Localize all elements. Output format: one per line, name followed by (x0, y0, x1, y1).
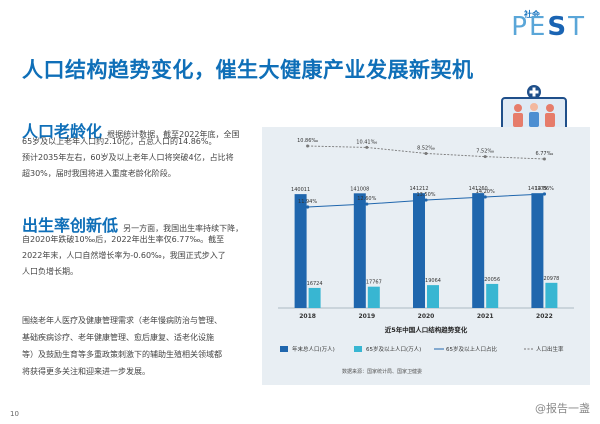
label-65-plus-share: 13.50% (416, 192, 435, 198)
bar-65-plus-population (545, 282, 558, 308)
aging-line: 预计2035年左右，60岁及以上老年人口将突破4亿，占比将 (22, 153, 234, 162)
chart-source: 数据来源：国家统计局、国家卫健委 (342, 368, 422, 375)
label-birth-rate: 10.41‰ (356, 139, 377, 145)
logo-small-text: 社会 (524, 10, 540, 19)
x-tick-label: 2019 (358, 313, 375, 320)
bar-label-total: 141008 (350, 186, 369, 192)
bar-label-65-plus: 17767 (366, 280, 382, 286)
bar-label-65-plus: 16724 (307, 281, 323, 287)
outlook-line: 等）及鼓励生育等多重政策刺激下的辅助生殖相关领域都 (22, 350, 222, 359)
bar-total-population (531, 193, 544, 308)
birth-heading-row: 出生率创新低 另一方面，我国出生率持续下降， (22, 212, 243, 236)
aging-lead: 根据统计数据，截至2022年底，全国 (107, 130, 240, 139)
legend-label: 年末总人口(万人) (292, 345, 335, 353)
watermark: @报告一盏 (535, 402, 590, 415)
legend-label: 人口出生率 (536, 345, 564, 353)
label-65-plus-share: 12.60% (357, 196, 376, 202)
point-birth-rate (306, 144, 310, 148)
outlook-line: 将获得更多关注和迎来进一步发展。 (22, 367, 150, 376)
bar-65-plus-population (427, 285, 439, 308)
bar-label-65-plus: 19064 (425, 278, 441, 284)
aging-line: 超30%，届时我国将进入重度老龄化阶段。 (22, 169, 176, 178)
bar-65-plus-population (367, 286, 380, 308)
logo-suffix: T (568, 12, 586, 42)
aging-paragraph: 65岁及以上老年人口约2.10亿，占总人口的14.86%。 预计2035年左右，… (22, 134, 234, 182)
bar-total-population (353, 193, 366, 308)
population-trend-chart: 140011 16724 2018 141008 17767 2019 141212 1906… (278, 138, 574, 375)
page-number: 10 (10, 410, 19, 418)
legend-swatch-bar (280, 346, 288, 352)
pest-logo: PEST (511, 12, 586, 42)
logo-prefix: PE (511, 12, 548, 42)
label-65-plus-share: 14.86% (535, 186, 554, 192)
x-tick-label: 2020 (418, 313, 435, 320)
label-birth-rate: 10.86‰ (297, 138, 318, 144)
point-65-plus-share (483, 195, 487, 199)
bar-total-population (294, 194, 307, 308)
line-birth-rate (307, 145, 545, 160)
chart-title: 近5年中国人口结构趋势变化 (385, 325, 468, 334)
legend-label: 65岁及以上人口(万人) (366, 345, 421, 353)
bar-label-65-plus: 20056 (484, 277, 500, 283)
point-birth-rate (483, 155, 487, 159)
bar-label-total: 141212 (409, 186, 428, 192)
bar-total-population (472, 193, 485, 308)
bar-label-total: 141260 (469, 186, 488, 192)
bar-65-plus-population (486, 283, 499, 308)
point-65-plus-share (424, 198, 428, 202)
birth-line: 自2020年跌破10‰后，2022年出生率仅6.77‰。截至 (22, 235, 225, 244)
logo-s: S (547, 12, 569, 42)
bar-label-total: 140011 (291, 187, 310, 193)
outlook-line: 围绕老年人医疗及健康管理需求（老年慢病防治与管理、 (22, 316, 222, 325)
legend-swatch-bar (354, 346, 362, 352)
birth-line: 2022年末，人口自然增长率为-0.60‰，我国正式步入了 (22, 251, 226, 260)
birth-line: 人口负增长期。 (22, 267, 78, 276)
point-65-plus-share (542, 192, 546, 196)
birth-lead: 另一方面，我国出生率持续下降， (123, 224, 244, 233)
birth-paragraph: 自2020年跌破10‰后，2022年出生率仅6.77‰。截至 2022年末，人口… (22, 232, 226, 280)
bar-label-total: 141175 (528, 186, 547, 192)
point-65-plus-share (306, 205, 310, 209)
point-65-plus-share (365, 202, 369, 206)
label-65-plus-share: 14.20% (476, 189, 495, 195)
label-65-plus-share: 11.94% (298, 199, 317, 205)
label-birth-rate: 7.52‰ (476, 149, 494, 155)
birth-heading: 出生率创新低 (22, 216, 119, 235)
aging-heading-row: 人口老龄化 根据统计数据，截至2022年底，全国 (22, 118, 239, 142)
bar-total-population (413, 193, 425, 308)
x-tick-label: 2022 (536, 313, 553, 320)
legend-label: 65岁及以上人口占比 (446, 345, 497, 353)
page-title: 人口结构趋势变化，催生大健康产业发展新契机 (22, 58, 474, 82)
bar-label-65-plus: 20978 (543, 276, 559, 282)
point-birth-rate (424, 151, 428, 155)
label-birth-rate: 8.52‰ (417, 145, 435, 151)
outlook-paragraph: 围绕老年人医疗及健康管理需求（老年慢病防治与管理、 基础疾病诊疗、老年健康管理、… (22, 312, 222, 380)
outlook-line: 基础疾病诊疗、老年健康管理、愈后康复、适老化设施 (22, 333, 214, 342)
aging-heading: 人口老龄化 (22, 122, 103, 141)
x-tick-label: 2021 (477, 313, 494, 320)
point-birth-rate (542, 157, 546, 161)
point-birth-rate (365, 145, 369, 149)
bar-65-plus-population (308, 287, 321, 308)
x-tick-label: 2018 (299, 313, 316, 320)
aging-line: 65岁及以上老年人口约2.10亿，占总人口的14.86%。 (22, 137, 217, 146)
label-birth-rate: 6.77‰ (535, 151, 553, 157)
